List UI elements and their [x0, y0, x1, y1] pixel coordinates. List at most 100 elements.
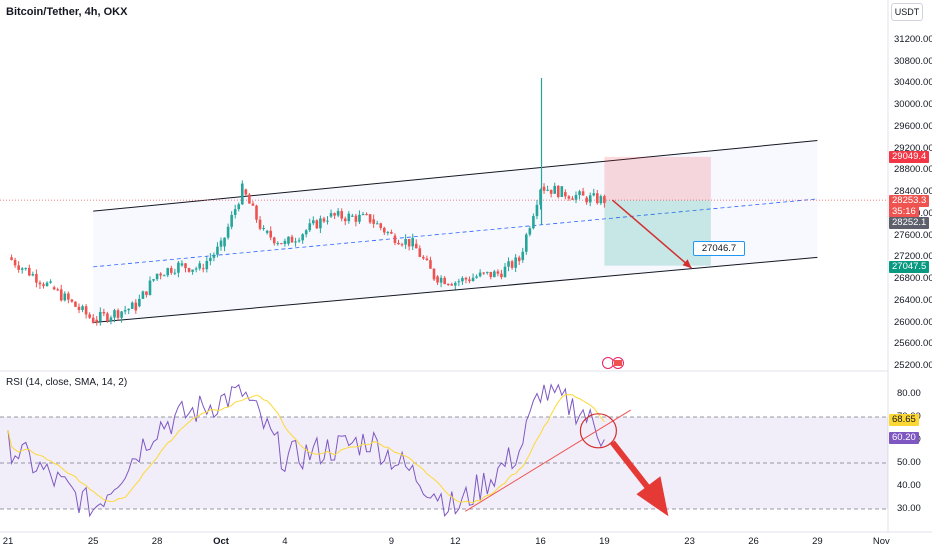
price-tick-label: 26800.00: [894, 273, 932, 285]
candle: [77, 306, 81, 310]
candle: [42, 284, 45, 286]
candle: [404, 238, 407, 245]
candle: [81, 306, 84, 310]
channel-lower-line: [93, 256, 818, 324]
currency-button[interactable]: USDT: [891, 3, 923, 21]
candle: [329, 213, 333, 217]
flag-icon: [602, 357, 614, 369]
candle: [191, 269, 194, 272]
candle: [581, 191, 585, 196]
candle: [198, 263, 201, 269]
candle: [450, 284, 454, 286]
price-tick-label: 26000.00: [894, 316, 932, 328]
candle: [301, 234, 304, 241]
candle: [375, 223, 379, 225]
candle: [532, 216, 535, 229]
candle: [443, 277, 446, 284]
rsi-tick-label: 80.00: [897, 388, 921, 399]
candle: [383, 227, 386, 233]
candle: [123, 310, 127, 312]
candle: [542, 186, 546, 191]
candle: [166, 268, 170, 276]
candle: [230, 214, 233, 227]
candle: [45, 282, 49, 286]
candle: [248, 194, 251, 204]
candle: [205, 260, 209, 270]
price-tick-label: 26400.00: [894, 294, 932, 306]
price-tick-label: 31200.00: [894, 34, 932, 45]
candle: [148, 280, 152, 295]
countdown-tag: 35:16: [889, 206, 919, 218]
candle: [312, 220, 315, 224]
candle: [436, 276, 439, 283]
candle: [564, 192, 567, 197]
candle: [535, 204, 539, 217]
rsi-title: RSI (14, close, SMA, 14, 2): [6, 377, 128, 388]
rsi-tick-label: 30.00: [897, 503, 921, 514]
time-tick-label: 21: [2, 536, 14, 547]
candle: [549, 189, 553, 194]
candle: [407, 238, 411, 247]
target-callout[interactable]: 27046.7: [693, 241, 745, 256]
price-tick-label: 28400.00: [894, 186, 932, 198]
candle: [322, 218, 326, 222]
candle: [152, 279, 155, 281]
candle: [343, 218, 347, 222]
candle: [368, 214, 372, 223]
rsi-tick-label: 40.00: [897, 480, 921, 491]
candle: [28, 267, 31, 276]
candle: [74, 301, 77, 307]
time-tick-label: 16: [535, 536, 546, 547]
candle: [84, 306, 88, 315]
rsi-down-arrow-shaft: [610, 440, 651, 491]
candle: [59, 289, 63, 301]
candle: [287, 236, 290, 244]
candle: [237, 204, 241, 210]
candle: [319, 218, 322, 229]
candle: [10, 257, 13, 260]
candle: [138, 298, 141, 307]
rsi-sma-tag: 68.65: [889, 414, 919, 426]
candle: [556, 185, 560, 197]
candle: [184, 263, 187, 269]
candle: [106, 313, 109, 321]
candle: [226, 226, 230, 238]
candle: [326, 220, 329, 222]
candle: [351, 215, 354, 217]
candle: [294, 241, 297, 243]
candle: [446, 283, 450, 285]
candle: [358, 214, 361, 222]
candle: [120, 311, 123, 318]
candle: [272, 237, 276, 244]
candle: [170, 268, 173, 273]
candle: [52, 287, 56, 290]
candle: [244, 189, 248, 195]
candle: [258, 219, 262, 229]
price-tick-label: 27600.00: [894, 229, 932, 241]
candle: [127, 308, 130, 311]
candle: [439, 277, 443, 283]
candle: [603, 196, 606, 204]
candle: [91, 317, 95, 323]
entry-tag: 28252.1: [889, 217, 930, 229]
candle: [315, 220, 319, 229]
price-tick-label: 25200.00: [894, 360, 932, 371]
time-tick-label: 23: [684, 536, 695, 547]
candle: [528, 228, 532, 235]
candle: [145, 291, 148, 295]
time-tick-label: Oct: [213, 536, 229, 547]
projection-arrowhead: [682, 259, 692, 269]
candle: [95, 319, 99, 322]
candle: [219, 240, 223, 247]
candle: [49, 281, 52, 283]
candle: [457, 281, 461, 283]
candle: [233, 209, 237, 215]
candle: [372, 219, 375, 224]
time-tick-label: Nov: [872, 536, 890, 547]
candle: [308, 223, 312, 231]
candle: [354, 215, 358, 222]
candle: [276, 243, 280, 245]
candle: [525, 234, 528, 252]
